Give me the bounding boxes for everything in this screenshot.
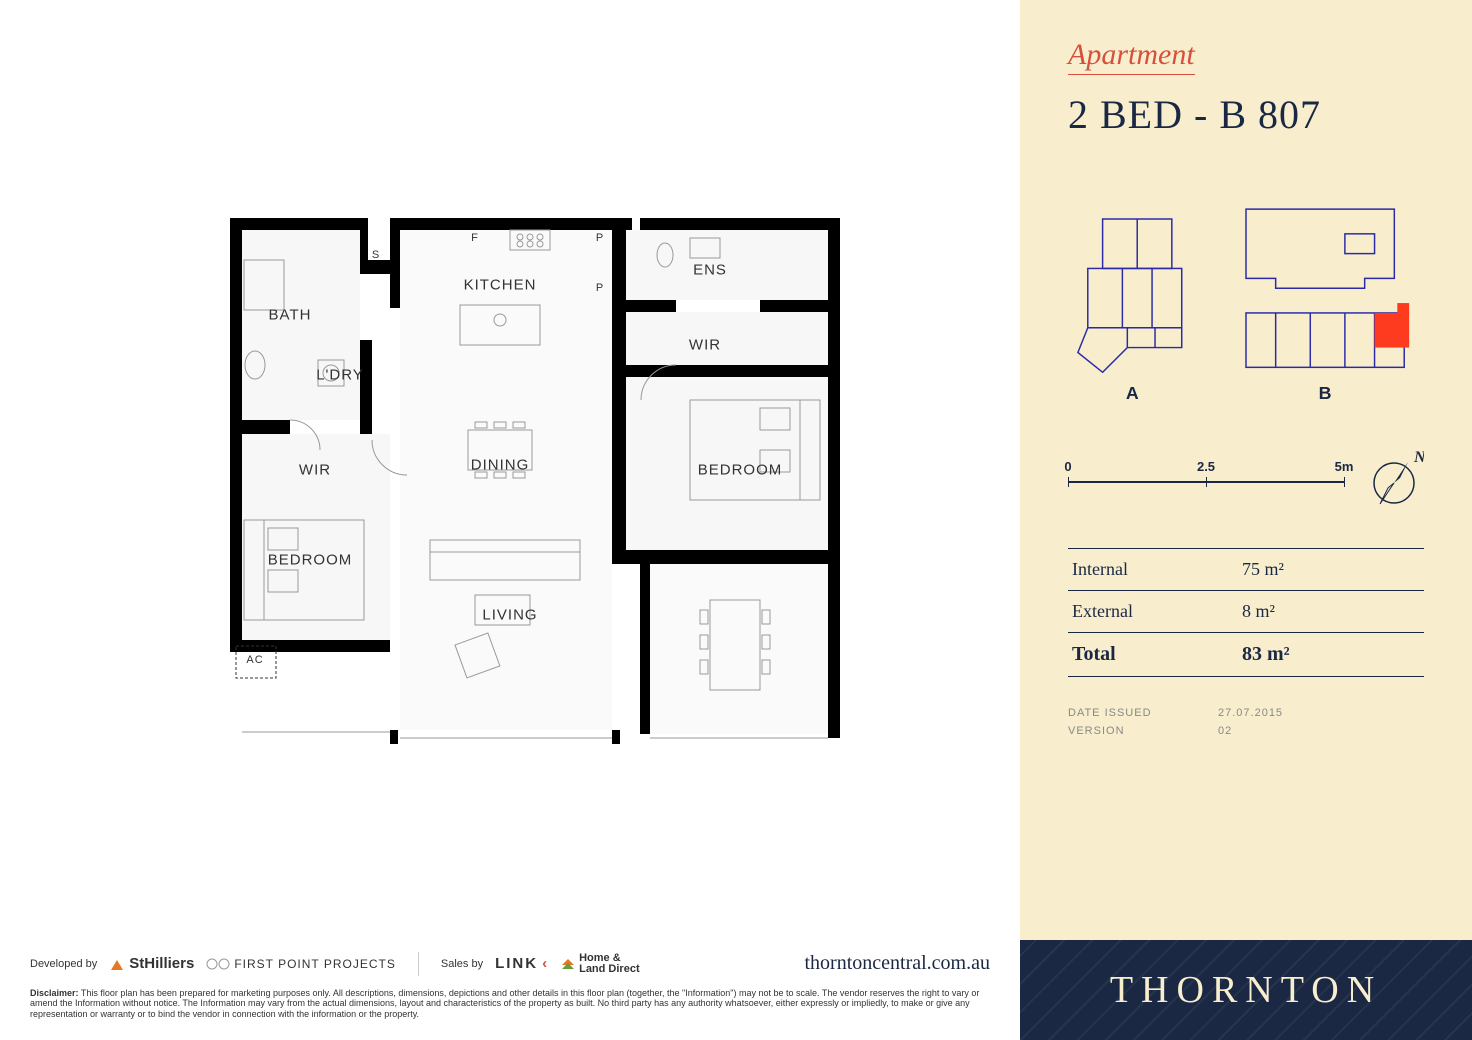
scale-label: 0 xyxy=(1064,459,1071,474)
sthilliers-logo: StHilliers xyxy=(109,955,194,972)
room-label: ENS xyxy=(693,262,727,279)
meta-block: DATE ISSUED 27.07.2015 VERSION 02 xyxy=(1068,707,1424,737)
apartment-title: 2 BED - B 807 xyxy=(1068,91,1424,138)
area-value: 83 m² xyxy=(1222,643,1420,666)
main-floorplan-area: BATH S F P P KITCHEN ENS L'DRY WIR WIR DINING BEDRO… xyxy=(0,0,1020,1040)
floorplan-drawing: BATH S F P P KITCHEN ENS L'DRY WIR WIR DINING BEDRO… xyxy=(200,200,860,780)
area-row: Total83 m² xyxy=(1068,633,1424,677)
room-label: S xyxy=(372,249,380,261)
developed-by-label: Developed by xyxy=(30,958,97,970)
room-label: BEDROOM xyxy=(268,552,353,569)
date-issued-value: 27.07.2015 xyxy=(1218,707,1283,719)
area-table: Internal75 m²External8 m²Total83 m² xyxy=(1068,548,1424,677)
disclaimer-text: Disclaimer: This floor plan has been pre… xyxy=(30,988,990,1020)
room-label: L'DRY xyxy=(316,367,364,384)
homeland-logo: Home &Land Direct xyxy=(561,953,640,975)
footer-bar: Developed by StHilliers FIRST POINT PROJ… xyxy=(30,952,990,1020)
room-label: BEDROOM xyxy=(698,462,783,479)
area-row: Internal75 m² xyxy=(1068,549,1424,591)
date-issued-label: DATE ISSUED xyxy=(1068,707,1218,719)
room-label: LIVING xyxy=(482,607,537,624)
svg-text:A: A xyxy=(1126,383,1139,403)
room-label: P xyxy=(596,232,604,244)
divider xyxy=(418,952,419,976)
version-label: VERSION xyxy=(1068,725,1218,737)
link-logo: LINK‹ xyxy=(495,955,549,972)
scale-label: 5m xyxy=(1335,459,1354,474)
brand-footer: THORNTON xyxy=(1020,940,1472,1040)
apartment-label: Apartment xyxy=(1068,38,1195,75)
scale-label: 2.5 xyxy=(1197,459,1215,474)
svg-text:B: B xyxy=(1319,383,1332,403)
room-label: WIR xyxy=(689,337,721,354)
room-label: KITCHEN xyxy=(464,277,537,294)
room-label: DINING xyxy=(471,457,530,474)
scale-bar: 02.55m xyxy=(1068,463,1344,493)
area-label: Total xyxy=(1072,643,1222,666)
room-label: F xyxy=(471,232,479,244)
info-sidebar: Apartment 2 BED - B 807 A xyxy=(1020,0,1472,940)
firstpoint-logo: FIRST POINT PROJECTS xyxy=(206,957,396,971)
room-label: WIR xyxy=(299,462,331,479)
area-value: 75 m² xyxy=(1222,559,1420,580)
brand-name: THORNTON xyxy=(1110,968,1382,1012)
locator-plan: A B xyxy=(1068,178,1424,438)
website-url: thorntoncentral.com.au xyxy=(805,952,991,975)
area-value: 8 m² xyxy=(1222,601,1420,622)
north-compass: N xyxy=(1364,448,1424,508)
room-label: BATH xyxy=(269,307,312,324)
scale-row: 02.55m N xyxy=(1068,448,1424,508)
svg-text:N: N xyxy=(1413,449,1424,466)
room-label: AC xyxy=(246,654,263,666)
area-label: External xyxy=(1072,601,1222,622)
room-label: P xyxy=(596,282,604,294)
area-row: External8 m² xyxy=(1068,591,1424,633)
footer-logos-row: Developed by StHilliers FIRST POINT PROJ… xyxy=(30,952,990,976)
version-value: 02 xyxy=(1218,725,1232,737)
sales-by-label: Sales by xyxy=(441,958,483,970)
area-label: Internal xyxy=(1072,559,1222,580)
